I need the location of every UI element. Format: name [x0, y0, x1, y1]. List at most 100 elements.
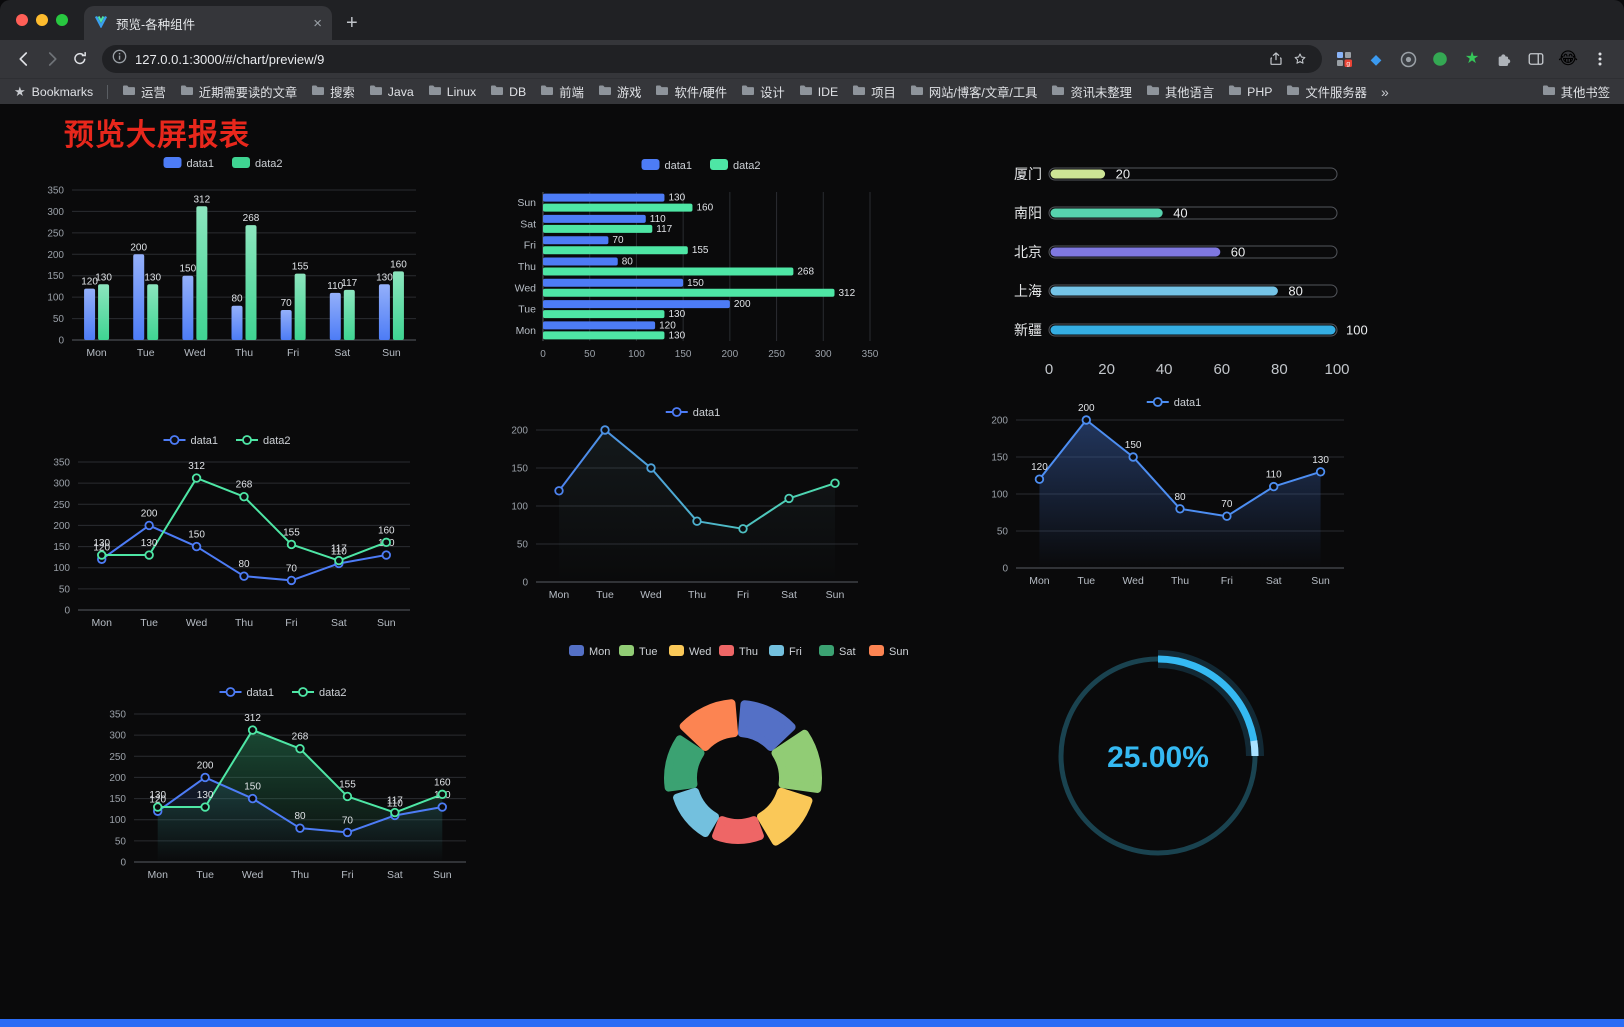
bookmark-folder-label: 资讯未整理	[1070, 85, 1132, 100]
profile-avatar[interactable]: 😂	[1558, 49, 1578, 68]
chart-bar-horizontal[interactable]: data1 data2 0 50 100 150 200 250 300 350 Mon 120 130…	[512, 152, 894, 372]
bookmark-folder[interactable]: 运营	[122, 83, 166, 101]
folder-icon	[311, 84, 325, 99]
svg-text:80: 80	[622, 257, 634, 268]
svg-text:117: 117	[341, 278, 357, 289]
bookmark-folder[interactable]: 搜索	[311, 83, 355, 101]
star-icon: ★	[14, 83, 26, 99]
svg-text:data2: data2	[319, 687, 347, 699]
bookmark-folder[interactable]: 设计	[741, 83, 785, 101]
other-bookmarks-item[interactable]: 其他书签	[1542, 83, 1610, 101]
svg-text:130: 130	[197, 790, 214, 801]
svg-text:120: 120	[149, 794, 166, 805]
chart-line-gradient[interactable]: data1 0 50 100 150 200 Mon Tue Wed Thu Fri Sat Sun	[502, 400, 888, 614]
address-bar[interactable]: 127.0.0.1:3000/#/chart/preview/9	[102, 45, 1322, 73]
bookmark-folder[interactable]: 其他语言	[1146, 83, 1214, 101]
ext-record-icon[interactable]	[1394, 45, 1422, 73]
svg-text:250: 250	[47, 228, 64, 239]
bookmark-folder[interactable]: 软件/硬件	[655, 83, 727, 101]
bookmark-folder-label: 前端	[559, 85, 584, 100]
svg-text:268: 268	[292, 732, 309, 743]
bookmark-folder[interactable]: 近期需要读的文章	[180, 83, 297, 101]
chart-donut-rose[interactable]: Mon Tue Wed Thu Fri Sat Sun	[548, 638, 928, 870]
svg-text:0: 0	[1045, 361, 1053, 378]
url-text[interactable]: 127.0.0.1:3000/#/chart/preview/9	[135, 51, 325, 67]
svg-text:Fri: Fri	[1221, 575, 1233, 587]
svg-text:200: 200	[511, 426, 528, 437]
chart-progress-capsules[interactable]: 厦门 20 南阳 40 北京 60 上海 80 新疆 100 0 20 40 60 80 100	[1002, 158, 1372, 390]
tab-close-icon[interactable]: ×	[313, 14, 322, 32]
svg-text:120: 120	[659, 320, 676, 331]
svg-text:Wed: Wed	[242, 869, 264, 881]
chart-line-area[interactable]: data1 0 50 100 150 200 Mon Tue Wed Thu Fri Sat Sun 12…	[986, 390, 1366, 600]
svg-text:150: 150	[109, 794, 126, 805]
svg-text:200: 200	[1078, 403, 1095, 414]
chart-gauge-percent[interactable]: 25.00%	[1040, 638, 1276, 870]
browser-tab[interactable]: 预览-各种组件 ×	[84, 6, 332, 40]
site-info-icon[interactable]	[112, 49, 127, 69]
bookmark-folder[interactable]: Java	[369, 84, 414, 99]
svg-text:250: 250	[53, 500, 70, 511]
svg-text:300: 300	[815, 349, 832, 360]
bookmark-folder[interactable]: 资讯未整理	[1051, 83, 1132, 101]
menu-dots-icon[interactable]	[1586, 45, 1614, 73]
ext-green-dot-icon[interactable]	[1426, 45, 1454, 73]
svg-text:200: 200	[130, 242, 147, 253]
bookmark-folder[interactable]: PHP	[1228, 84, 1272, 99]
bookmark-folder[interactable]: IDE	[799, 84, 839, 99]
chart-line-two-series-area[interactable]: data1 data2 0 50 100 150 200 250 300 350 Mon Tue Wed…	[84, 680, 486, 892]
bookmark-folder-label: 文件服务器	[1305, 85, 1367, 100]
svg-text:Mon: Mon	[1029, 575, 1050, 587]
bookmark-folder-label: 近期需要读的文章	[198, 85, 298, 100]
bookmark-folder[interactable]: 项目	[852, 83, 896, 101]
svg-text:100: 100	[1346, 323, 1368, 338]
bookmark-star-icon[interactable]	[1288, 47, 1312, 71]
page-title: 预览大屏报表	[64, 119, 250, 152]
chart-line-two-series[interactable]: data1 data2 0 50 100 150 200 250 300 350 Mon Tue Wed…	[28, 428, 430, 640]
bookmarks-overflow-chevron[interactable]: »	[1380, 83, 1389, 100]
bookmark-folder[interactable]: 网站/博客/文章/工具	[910, 83, 1037, 101]
bookmarks-root-item[interactable]: ★ Bookmarks	[14, 84, 93, 100]
sidebar-panel-icon[interactable]	[1522, 45, 1550, 73]
reload-icon[interactable]	[66, 45, 94, 73]
zoom-window-button[interactable]	[56, 14, 68, 26]
svg-text:130: 130	[95, 272, 112, 283]
svg-text:0: 0	[540, 349, 546, 360]
svg-text:data2: data2	[263, 435, 291, 447]
svg-text:Sat: Sat	[334, 347, 350, 359]
svg-text:25.00%: 25.00%	[1107, 741, 1209, 774]
folder-icon	[852, 84, 866, 99]
share-icon[interactable]	[1264, 47, 1288, 71]
bookmark-folder[interactable]: DB	[490, 84, 526, 99]
bookmark-folder[interactable]: 游戏	[598, 83, 641, 101]
forward-icon[interactable]	[38, 45, 66, 73]
bookmarks-divider	[107, 84, 109, 99]
svg-text:350: 350	[862, 349, 879, 360]
ext-star-icon[interactable]: ★	[1464, 50, 1480, 67]
bookmark-folder[interactable]: Linux	[428, 84, 476, 99]
bookmark-folder-label: Java	[387, 84, 414, 99]
bookmark-folder[interactable]: 文件服务器	[1286, 83, 1367, 101]
bookmark-folder-label: IDE	[817, 84, 839, 99]
bookmark-folder[interactable]: 前端	[540, 83, 584, 101]
new-tab-button[interactable]: +	[346, 12, 358, 34]
svg-text:130: 130	[668, 330, 685, 341]
ext-diamond-icon[interactable]: ◆	[1370, 51, 1382, 67]
svg-text:20: 20	[1098, 361, 1115, 378]
bookmark-folder-label: 运营	[141, 85, 166, 100]
svg-text:100: 100	[991, 490, 1008, 501]
svg-text:110: 110	[1266, 470, 1282, 481]
close-window-button[interactable]	[16, 14, 28, 26]
bookmark-folder-label: PHP	[1247, 84, 1273, 99]
back-icon[interactable]	[10, 45, 38, 73]
svg-text:160: 160	[696, 203, 713, 214]
svg-text:Sun: Sun	[433, 869, 452, 881]
folder-icon	[122, 84, 136, 99]
svg-text:data1: data1	[665, 160, 693, 172]
svg-text:130: 130	[144, 272, 161, 283]
ext-tabs-icon[interactable]: g	[1330, 45, 1358, 73]
extensions-puzzle-icon[interactable]	[1490, 45, 1518, 73]
chart-bar-grouped[interactable]: data1 data2 0 50 100 150 200 250 300 350 Mon Tue Wed…	[20, 150, 430, 370]
minimize-window-button[interactable]	[36, 14, 48, 26]
